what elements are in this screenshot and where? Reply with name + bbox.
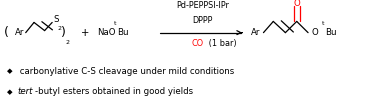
- Text: 2: 2: [58, 26, 62, 31]
- Text: 2: 2: [65, 40, 69, 45]
- Text: carbonylative C-S cleavage under mild conditions: carbonylative C-S cleavage under mild co…: [17, 67, 234, 76]
- Text: Bu: Bu: [118, 28, 129, 37]
- Text: -butyl esters obtained in good yields: -butyl esters obtained in good yields: [35, 87, 193, 96]
- Text: t: t: [114, 21, 117, 26]
- Text: ◆: ◆: [7, 68, 12, 74]
- Text: +: +: [81, 28, 89, 38]
- Text: DPPP: DPPP: [192, 16, 212, 25]
- Text: Pd-PEPPSI-IPr: Pd-PEPPSI-IPr: [176, 1, 229, 10]
- Text: S: S: [53, 15, 59, 24]
- Text: Bu: Bu: [325, 28, 336, 37]
- Text: O: O: [293, 0, 300, 8]
- Text: t: t: [322, 21, 324, 26]
- Text: (1 bar): (1 bar): [206, 39, 237, 48]
- Text: CO: CO: [192, 39, 204, 48]
- Text: Ar: Ar: [251, 28, 260, 37]
- Text: Ar: Ar: [15, 28, 24, 37]
- Text: (: (: [5, 26, 9, 39]
- Text: ◆: ◆: [7, 89, 12, 95]
- Text: O: O: [312, 28, 319, 37]
- Text: NaO: NaO: [98, 28, 116, 37]
- Text: tert: tert: [17, 87, 33, 96]
- Text: ): ): [61, 26, 66, 39]
